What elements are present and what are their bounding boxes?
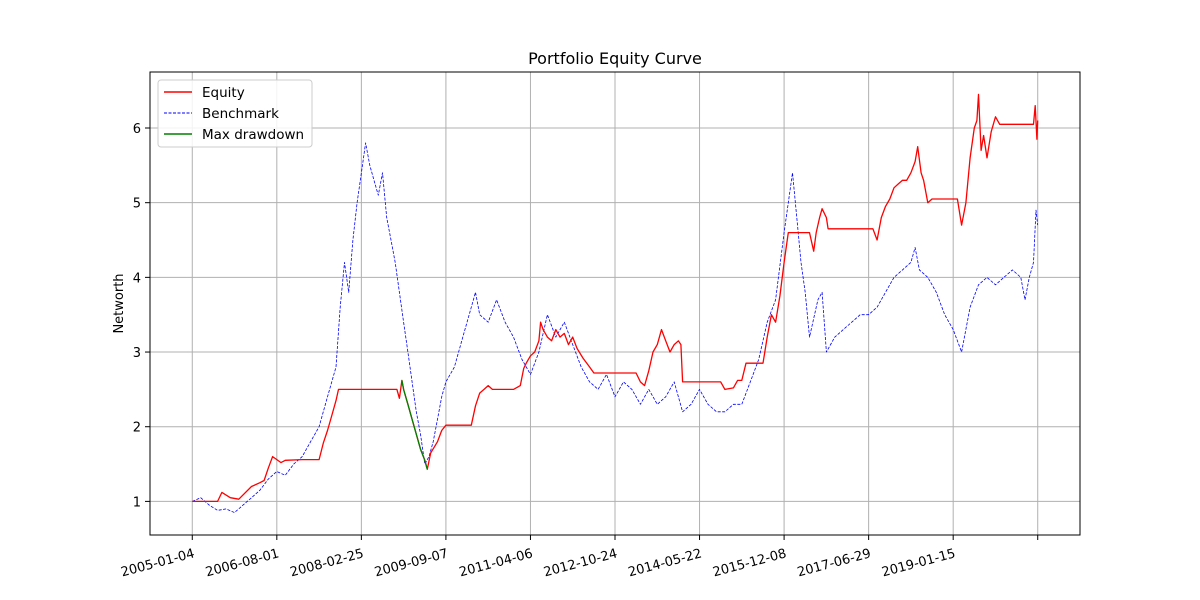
series-layer xyxy=(192,93,1039,513)
chart-title: Portfolio Equity Curve xyxy=(528,49,702,68)
y-tick-label: 1 xyxy=(133,495,141,510)
legend-label-benchmark: Benchmark xyxy=(202,106,279,122)
benchmark-series-line xyxy=(192,142,1039,513)
y-tick-label: 2 xyxy=(133,421,141,436)
legend-label-max-drawdown: Max drawdown xyxy=(202,127,304,143)
max-drawdown-series-line xyxy=(401,380,428,470)
legend-box xyxy=(157,79,313,148)
y-tick-label: 6 xyxy=(133,122,141,137)
y-axis-label: Networth xyxy=(112,273,127,333)
grid xyxy=(150,72,1080,535)
equity-series-line xyxy=(192,93,1039,503)
legend-label-equity: Equity xyxy=(202,85,245,101)
y-tick-label: 5 xyxy=(133,197,141,212)
y-tick-label: 4 xyxy=(133,271,141,286)
y-tick-label: 3 xyxy=(133,346,141,361)
legend: Equity Benchmark Max drawdown xyxy=(157,79,313,148)
